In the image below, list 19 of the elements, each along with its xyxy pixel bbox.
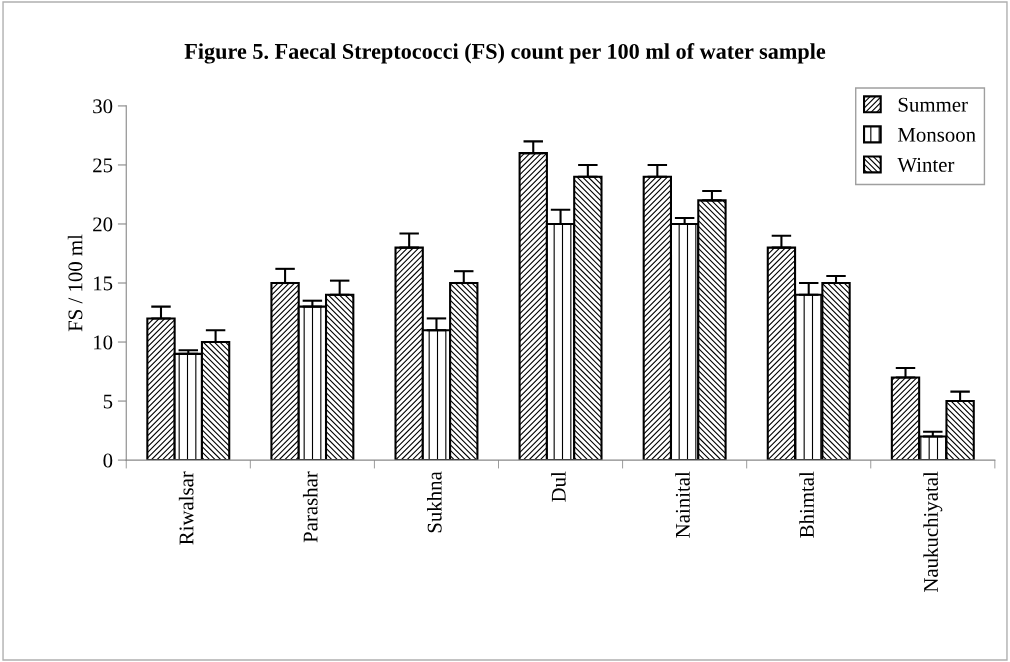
- y-tick-label: 15: [94, 276, 113, 291]
- legend-label: Monsoon: [897, 127, 976, 142]
- x-tick-label: Dul: [551, 471, 566, 502]
- y-tick-label: 0: [103, 453, 113, 468]
- x-tick-label: Parashar: [302, 471, 318, 543]
- y-axis-title: FS / 100 ml: [67, 234, 83, 332]
- x-tick-label: Sukhna: [427, 471, 442, 533]
- x-tick-label: Riwalsar: [178, 471, 194, 545]
- x-tick-label: Bhimtal: [799, 471, 814, 538]
- y-tick-label: 30: [93, 99, 113, 114]
- y-tick-label: 10: [94, 335, 113, 350]
- legend-label: Winter: [897, 157, 955, 172]
- x-tick-label: Nainital: [675, 471, 690, 538]
- y-tick-label: 20: [93, 217, 113, 232]
- legend-label: Summer: [898, 97, 968, 112]
- y-tick-label: 5: [103, 394, 113, 409]
- chart-title: Figure 5. Faecal Streptococci (FS) count per 100 ml of water sample: [184, 43, 826, 64]
- y-tick-label: 25: [93, 158, 113, 173]
- x-tick-label: Naukuchiyatal: [923, 471, 943, 593]
